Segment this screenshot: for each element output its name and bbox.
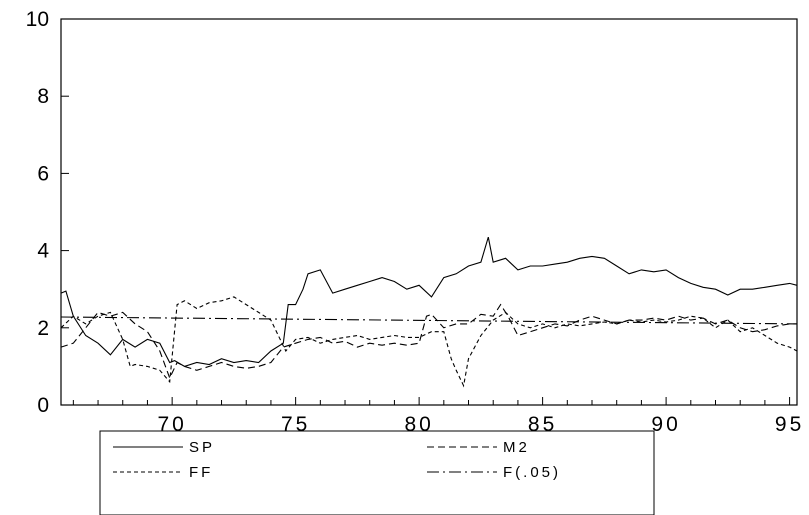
legend: SP M2 FF F(.05) xyxy=(99,430,655,515)
y-tick-label: 8 xyxy=(37,85,49,108)
y-tick-label: 10 xyxy=(26,8,49,31)
legend-label: F(.05) xyxy=(503,464,561,481)
legend-label: M2 xyxy=(503,439,530,456)
series-layer xyxy=(60,236,798,388)
legend-box xyxy=(99,430,655,515)
x-tick-label: 80 xyxy=(404,413,433,436)
legend-label: FF xyxy=(189,464,213,481)
x-axis: 70 75 80 85 90 95 xyxy=(72,397,804,436)
y-tick-label: 4 xyxy=(37,240,49,263)
x-tick-label: 90 xyxy=(651,413,680,436)
series-line-sp xyxy=(60,236,798,367)
x-tick-label: 70 xyxy=(157,413,186,436)
y-axis: 0 2 4 6 8 10 xyxy=(26,8,69,417)
series-line-ff xyxy=(60,296,798,388)
series-line-f05 xyxy=(60,316,798,325)
y-tick-label: 0 xyxy=(37,394,49,417)
y-tick-label: 2 xyxy=(37,317,49,340)
x-tick-label: 95 xyxy=(775,413,804,436)
legend-label: SP xyxy=(189,439,215,456)
x-tick-label: 75 xyxy=(281,413,310,436)
plot-frame xyxy=(60,18,798,406)
series-line-m2 xyxy=(60,303,797,380)
y-tick-label: 6 xyxy=(37,162,49,185)
x-tick-label: 85 xyxy=(528,413,557,436)
